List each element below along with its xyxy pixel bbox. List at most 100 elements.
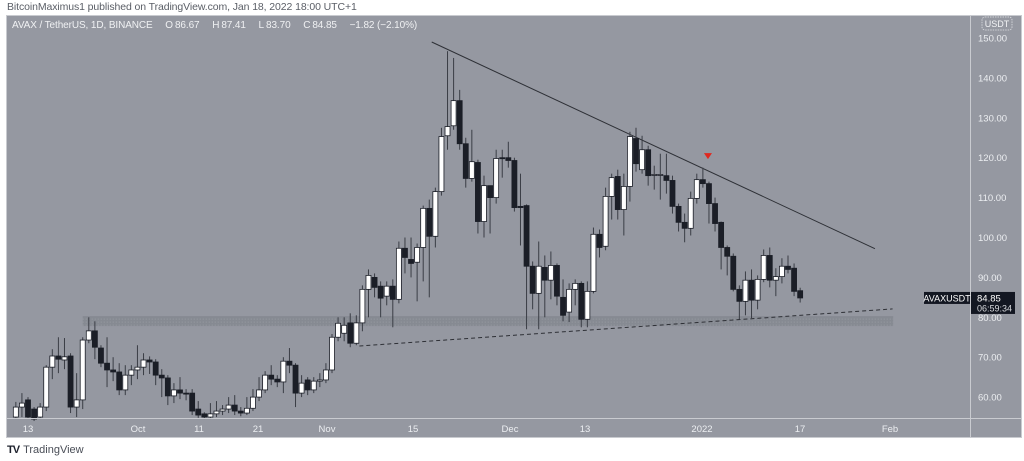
low-value: 83.70 bbox=[266, 20, 291, 31]
price-tick-label: 140.00 bbox=[978, 73, 1007, 84]
bearish-candle bbox=[31, 408, 37, 420]
bearish-candle bbox=[456, 100, 463, 145]
bearish-candle bbox=[462, 143, 469, 179]
bearish-candle bbox=[98, 347, 104, 364]
bearish-candle bbox=[596, 233, 603, 248]
bearish-candle bbox=[699, 179, 706, 185]
close-value: 84.85 bbox=[312, 20, 337, 31]
bearish-candle bbox=[152, 361, 159, 376]
bearish-candle bbox=[91, 330, 98, 348]
bearish-candle bbox=[614, 176, 621, 210]
bullish-candle bbox=[280, 360, 287, 383]
bearish-candle bbox=[730, 255, 737, 290]
price-tick-label: 110.00 bbox=[978, 193, 1006, 204]
time-tick-label: Dec bbox=[502, 424, 519, 435]
bearish-candle bbox=[304, 379, 311, 391]
bar-countdown: 06:59:34 bbox=[977, 303, 1012, 313]
bullish-candle bbox=[37, 406, 44, 418]
bearish-candle bbox=[487, 185, 493, 199]
price-tick-label: 70.00 bbox=[978, 353, 1002, 364]
bullish-candle bbox=[687, 197, 694, 229]
time-axis[interactable]: 13 Oct 11 21 Nov 15 Dec 13 2022 17 Feb bbox=[23, 424, 898, 435]
bullish-candle bbox=[444, 126, 451, 137]
tradingview-brand[interactable]: TradingView bbox=[23, 444, 84, 456]
bullish-candle bbox=[61, 356, 68, 361]
bearish-candle bbox=[541, 267, 548, 281]
bullish-candle bbox=[12, 406, 19, 418]
chart-frame[interactable] bbox=[6, 15, 1022, 438]
bearish-candle bbox=[712, 203, 718, 224]
bearish-candle bbox=[195, 408, 202, 416]
bullish-candle bbox=[779, 265, 785, 278]
bullish-candle bbox=[651, 174, 658, 176]
bearish-candle bbox=[116, 371, 123, 391]
ascending-dashed-trendline bbox=[359, 308, 893, 347]
time-tick-label: 21 bbox=[253, 424, 264, 435]
bearish-candle bbox=[675, 205, 682, 223]
time-tick-label: 11 bbox=[194, 424, 204, 435]
bullish-candle bbox=[140, 359, 147, 368]
bullish-candle bbox=[772, 276, 779, 281]
time-tick-label: 13 bbox=[580, 424, 591, 435]
bearish-candle bbox=[25, 399, 31, 418]
change-value: −1.82 (−2.10%) bbox=[349, 20, 418, 31]
red-down-arrow-icon bbox=[703, 153, 712, 160]
bullish-candle bbox=[760, 255, 767, 280]
bearish-candle bbox=[766, 255, 773, 281]
bullish-candle bbox=[468, 161, 475, 179]
bullish-candle bbox=[171, 389, 177, 397]
bearish-candle bbox=[146, 359, 153, 363]
bullish-candle bbox=[742, 279, 749, 302]
bearish-candle bbox=[158, 374, 165, 379]
bullish-candle bbox=[693, 179, 700, 199]
bullish-candle bbox=[243, 407, 250, 414]
bullish-candle bbox=[128, 369, 135, 376]
bearish-candle bbox=[402, 247, 408, 258]
bullish-candle bbox=[213, 410, 220, 415]
time-tick-label: 17 bbox=[795, 424, 806, 435]
price-tick-label: 150.00 bbox=[978, 34, 1007, 45]
bullish-candle bbox=[219, 408, 226, 412]
bearish-candle bbox=[523, 205, 530, 267]
bullish-candle bbox=[365, 275, 372, 290]
bearish-candle bbox=[426, 207, 433, 237]
bullish-candle bbox=[627, 136, 633, 187]
bearish-candle bbox=[104, 362, 110, 371]
footer: TV TradingView bbox=[7, 444, 84, 456]
bearish-candle bbox=[274, 378, 281, 383]
bullish-candle bbox=[450, 100, 457, 127]
bullish-candle bbox=[310, 380, 317, 391]
bullish-candle bbox=[79, 339, 86, 401]
bullish-candle bbox=[481, 185, 487, 222]
bearish-candle bbox=[475, 162, 481, 222]
bearish-candle bbox=[237, 410, 244, 414]
bullish-candle bbox=[19, 402, 25, 408]
trendlines bbox=[359, 41, 893, 347]
bullish-candle bbox=[547, 265, 554, 281]
bullish-candle bbox=[420, 207, 427, 248]
bearish-candle bbox=[408, 259, 414, 264]
bullish-candle bbox=[395, 247, 402, 300]
bearish-candle bbox=[177, 389, 183, 394]
open-label: O bbox=[165, 20, 173, 31]
symbol-title: AVAX / TetherUS, 1D, BINANCE bbox=[12, 20, 153, 31]
tradingview-logo-icon[interactable]: TV bbox=[7, 444, 20, 456]
time-tick-label: 13 bbox=[23, 424, 34, 435]
bullish-candle bbox=[432, 191, 439, 237]
currency-label: USDT bbox=[985, 19, 1010, 29]
bullish-candle bbox=[754, 278, 761, 301]
symbol-label-bg bbox=[924, 291, 970, 304]
bearish-candle bbox=[389, 285, 396, 300]
bearish-candle bbox=[669, 180, 676, 207]
bearish-candle bbox=[718, 221, 725, 248]
bullish-candle bbox=[250, 396, 256, 409]
bearish-candle bbox=[517, 205, 524, 208]
bearish-candle bbox=[791, 267, 797, 292]
bearish-candle bbox=[371, 276, 378, 288]
price-axis[interactable]: USDT 150.00 140.00 130.00 120.00 110.00 100.00… bbox=[978, 16, 1013, 404]
price-tick-label: 80.00 bbox=[978, 313, 1002, 324]
bullish-candle bbox=[207, 413, 214, 418]
bullish-candle bbox=[323, 369, 329, 381]
support-zone bbox=[82, 316, 894, 327]
